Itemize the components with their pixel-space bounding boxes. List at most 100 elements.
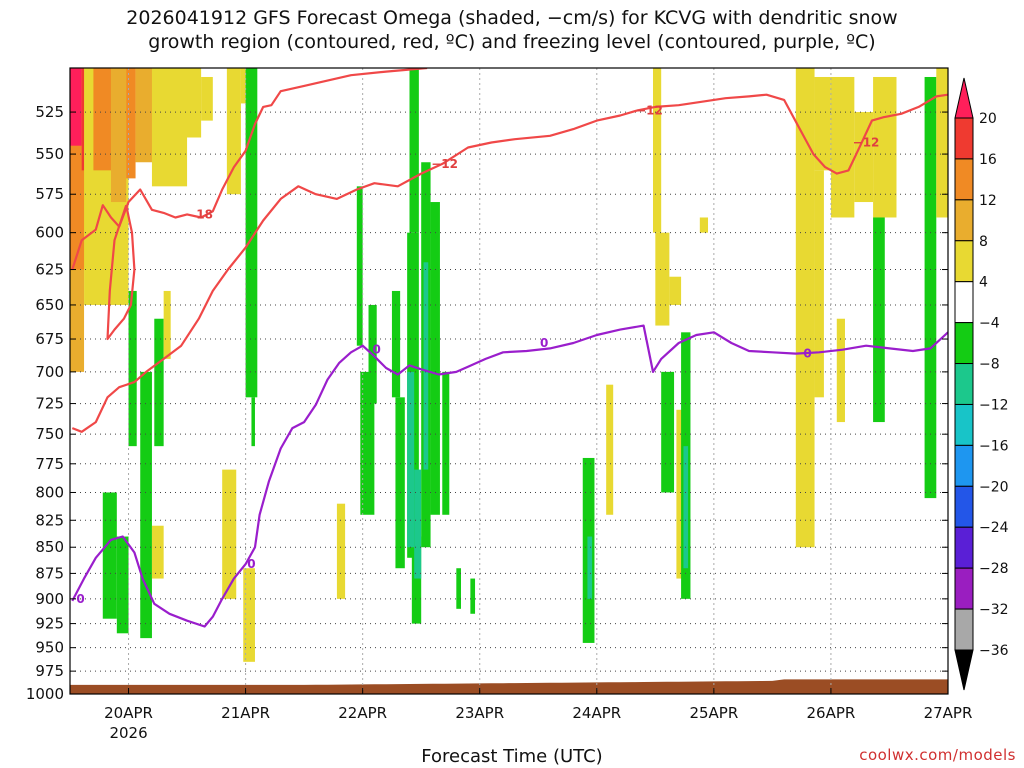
omega-patch: [442, 371, 450, 515]
y-tick-label: 800: [35, 483, 64, 501]
y-tick-label: 650: [35, 296, 64, 314]
y-axis-ticks: 525 550 575 600 625 650 675 700 725 750 775 800 825 8…: [26, 103, 948, 703]
omega-patch: [430, 202, 440, 515]
omega-patch: [423, 262, 429, 470]
contour-lines: [71, 68, 948, 628]
omega-patch: [251, 397, 255, 447]
omega-patch: [414, 469, 422, 579]
omega-patch: [102, 492, 117, 619]
omega-patch: [116, 536, 129, 634]
contour-label: 18: [196, 207, 213, 221]
y-tick-label: 825: [35, 511, 64, 529]
omega-patch: [126, 68, 136, 179]
omega-patch: [606, 384, 614, 515]
colorbar-tick-label: 12: [979, 193, 997, 209]
colorbar-segment: [954, 199, 974, 242]
y-tick-label: 875: [35, 564, 64, 582]
colorbar-tick-label: −24: [979, 520, 1009, 536]
colorbar-segment: [954, 403, 974, 446]
ground-fill: [70, 679, 948, 694]
omega-shading: [70, 68, 948, 662]
omega-patch: [587, 536, 593, 599]
y-tick-label: 975: [35, 662, 64, 680]
omega-patch: [830, 76, 855, 218]
colorbar-tick-label: 20: [979, 111, 997, 127]
omega-patch: [135, 68, 155, 163]
terrain-ground: [70, 679, 948, 694]
omega-patch: [814, 76, 831, 171]
omega-patch: [93, 68, 111, 171]
contour-line: [71, 324, 948, 628]
colorbar-segment: [954, 281, 974, 324]
colorbar-segment: [954, 240, 974, 283]
x-tick-label: 24APR: [572, 704, 621, 722]
omega-patch: [240, 68, 250, 104]
credit-text: coolwx.com/models: [859, 746, 1016, 764]
x-tick-label: 20APR: [104, 704, 153, 722]
colorbar-segment: [954, 322, 974, 365]
x-tick-label: 25APR: [689, 704, 738, 722]
plot-frame: [69, 67, 949, 695]
omega-patch: [652, 68, 662, 233]
x-tick-sublabel: 2026: [109, 724, 147, 742]
omega-patch: [395, 397, 405, 569]
y-tick-label: 550: [35, 145, 64, 163]
x-tick-label: 26APR: [807, 704, 856, 722]
colorbar-segment: [954, 608, 974, 651]
x-axis-ticks: 20APR 2026 21APR 22APR 23APR 24APR 25APR 26APR 2…: [104, 688, 972, 742]
omega-patch: [201, 76, 213, 121]
omega-patch: [456, 568, 462, 609]
omega-patch: [411, 536, 422, 624]
colorbar-tick-label: −16: [979, 438, 1009, 454]
omega-patch: [391, 290, 401, 398]
y-tick-label: 700: [35, 363, 64, 381]
omega-patch: [814, 170, 824, 398]
omega-patch: [140, 371, 152, 639]
omega-patch: [470, 578, 476, 614]
contour-labels: 18 −12 −12 −12 0 0 0 0 0: [76, 103, 879, 606]
colorbar-tick-label: −36: [979, 643, 1009, 659]
omega-patch: [836, 318, 845, 423]
x-axis-label: Forecast Time (UTC): [421, 746, 603, 767]
omega-patch: [683, 446, 689, 569]
omega-patch: [669, 276, 682, 305]
omega-patch: [128, 290, 137, 447]
y-tick-label: 525: [35, 103, 64, 121]
colorbar-segment: [954, 485, 974, 528]
colorbar-segment: [954, 363, 974, 405]
omega-patch: [154, 318, 164, 447]
colorbar-segment: [954, 158, 974, 201]
omega-patch: [110, 68, 127, 203]
omega-patch: [407, 371, 415, 548]
colorbar-tick-label: −32: [979, 602, 1009, 618]
colorbar-bottom-arrow: [954, 649, 974, 691]
colorbar-tick-label: 8: [979, 234, 988, 250]
omega-patch: [163, 290, 171, 359]
omega-patch: [243, 568, 255, 662]
colorbar-top-arrow: [954, 77, 974, 119]
contour-label: −12: [853, 136, 880, 150]
y-tick-label: 675: [35, 330, 64, 348]
contour-line: [106, 204, 136, 341]
omega-patch: [924, 76, 937, 499]
colorbar-segment: [954, 567, 974, 610]
omega-patch: [873, 217, 885, 423]
y-tick-label: 750: [35, 425, 64, 443]
y-tick-label: 625: [35, 261, 64, 279]
contour-label: −12: [431, 157, 458, 171]
y-tick-label: 925: [35, 615, 64, 633]
colorbar-segment: [954, 117, 974, 160]
omega-patch: [409, 68, 419, 233]
colorbar-tick-label: 16: [979, 152, 997, 168]
x-tick-label: 23APR: [455, 704, 504, 722]
colorbar-tick-label: −4: [979, 316, 1000, 332]
omega-patch: [245, 68, 258, 398]
y-tick-label: 950: [35, 639, 64, 657]
omega-patch: [795, 68, 815, 548]
omega-patch: [854, 112, 874, 203]
y-tick-label: 1000: [26, 685, 64, 703]
contour-line: [71, 68, 428, 270]
colorbar: 20 16 12 8 4 −4 −8 −12 −16 −20 −24 −28 −32 −36: [954, 77, 1009, 691]
colorbar-tick-label: 4: [979, 275, 988, 291]
